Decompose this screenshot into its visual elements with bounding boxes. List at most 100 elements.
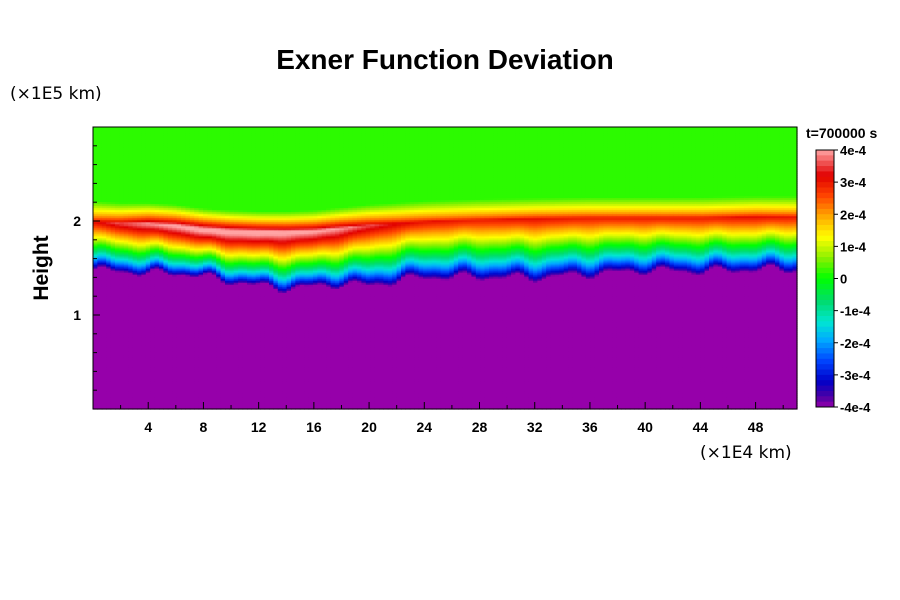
- heatmap-cell: [123, 209, 129, 213]
- heatmap-cell: [137, 191, 142, 195]
- heatmap-cell: [119, 209, 125, 213]
- heatmap-cell: [128, 247, 134, 251]
- heatmap-cell: [97, 286, 103, 289]
- heatmap-cell: [132, 137, 138, 140]
- heatmap-cell: [106, 404, 112, 408]
- heatmap-cell: [119, 366, 125, 370]
- heatmap-cell: [137, 378, 142, 382]
- heatmap-cell: [115, 340, 120, 344]
- heatmap-cell: [123, 247, 129, 251]
- heatmap-cell: [128, 149, 134, 152]
- heatmap-cell: [97, 261, 103, 265]
- heatmap-cell: [101, 231, 107, 235]
- heatmap-cell: [110, 151, 116, 154]
- heatmap-cell: [137, 340, 142, 344]
- heatmap-cell: [132, 268, 138, 271]
- heatmap-cell: [123, 314, 129, 317]
- heatmap-cell: [101, 342, 107, 346]
- heatmap-cell: [97, 382, 103, 386]
- heatmap-cell: [119, 153, 125, 156]
- heatmap-cell: [115, 199, 120, 203]
- heatmap-cell: [93, 296, 98, 299]
- heatmap-cell: [119, 376, 125, 380]
- heatmap-cell: [128, 302, 134, 305]
- heatmap-cell: [106, 259, 112, 263]
- heatmap-cell: [110, 316, 116, 319]
- heatmap-cell: [93, 141, 98, 144]
- heatmap-cell: [123, 155, 129, 158]
- heatmap-cell: [119, 217, 125, 221]
- heatmap-cell: [137, 334, 142, 338]
- heatmap-cell: [93, 342, 98, 346]
- heatmap-cell: [132, 350, 138, 354]
- heatmap-cell: [119, 342, 125, 346]
- heatmap-cell: [97, 199, 103, 203]
- heatmap-cell: [137, 396, 142, 400]
- heatmap-cell: [128, 292, 134, 295]
- heatmap-cell: [110, 394, 116, 398]
- heatmap-cell: [115, 310, 120, 313]
- heatmap-cell: [101, 280, 107, 283]
- heatmap-cell: [132, 316, 138, 319]
- heatmap-cell: [123, 298, 129, 301]
- heatmap-cell: [97, 378, 103, 382]
- heatmap-cell: [93, 179, 98, 182]
- heatmap-cell: [101, 384, 107, 388]
- heatmap-cell: [93, 193, 98, 197]
- heatmap-cell: [128, 217, 134, 221]
- heatmap-cell: [97, 167, 103, 170]
- heatmap-cell: [101, 245, 107, 249]
- heatmap-cell: [101, 263, 107, 267]
- heatmap-cell: [110, 193, 116, 197]
- heatmap-cell: [101, 189, 107, 193]
- heatmap-cell: [115, 257, 120, 261]
- heatmap-cell: [128, 141, 134, 144]
- heatmap-cell: [137, 203, 142, 207]
- heatmap-cell: [132, 189, 138, 193]
- heatmap-cell: [128, 241, 134, 245]
- heatmap-cell: [123, 143, 129, 146]
- heatmap-cell: [119, 187, 125, 191]
- heatmap-cell: [110, 249, 116, 253]
- heatmap-cell: [123, 229, 129, 233]
- heatmap-cell: [106, 147, 112, 150]
- heatmap-cell: [115, 145, 120, 148]
- heatmap-cell: [97, 330, 103, 334]
- heatmap-cell: [137, 223, 142, 227]
- heatmap-cell: [101, 157, 107, 160]
- heatmap-cell: [110, 328, 116, 332]
- heatmap-cell: [106, 378, 112, 382]
- heatmap-cell: [106, 304, 112, 307]
- heatmap-cell: [132, 167, 138, 170]
- heatmap-cell: [123, 161, 129, 164]
- heatmap-cell: [93, 207, 98, 211]
- heatmap-cell: [106, 396, 112, 400]
- heatmap-cell: [97, 314, 103, 317]
- heatmap-cell: [132, 372, 138, 376]
- heatmap-cell: [119, 145, 125, 148]
- heatmap-cell: [106, 384, 112, 388]
- heatmap-cell: [106, 298, 112, 301]
- heatmap-cell: [128, 352, 134, 356]
- heatmap-cell: [128, 239, 134, 243]
- heatmap-cell: [119, 157, 125, 160]
- heatmap-cell: [132, 247, 138, 251]
- heatmap-cell: [106, 253, 112, 257]
- heatmap-cell: [137, 336, 142, 340]
- heatmap-cell: [101, 171, 107, 174]
- heatmap-cell: [132, 215, 138, 219]
- heatmap-cell: [132, 179, 138, 182]
- heatmap-cell: [123, 338, 129, 342]
- heatmap-cell: [106, 366, 112, 370]
- heatmap-cell: [115, 336, 120, 340]
- heatmap-cell: [128, 165, 134, 168]
- heatmap-cell: [128, 131, 134, 134]
- heatmap-cell: [123, 284, 129, 287]
- heatmap-cell: [119, 189, 125, 193]
- heatmap-cell: [106, 398, 112, 402]
- heatmap-cell: [106, 249, 112, 253]
- heatmap-cell: [106, 241, 112, 245]
- heatmap-cell: [93, 282, 98, 285]
- heatmap-cell: [110, 310, 116, 313]
- heatmap-cell: [93, 268, 98, 271]
